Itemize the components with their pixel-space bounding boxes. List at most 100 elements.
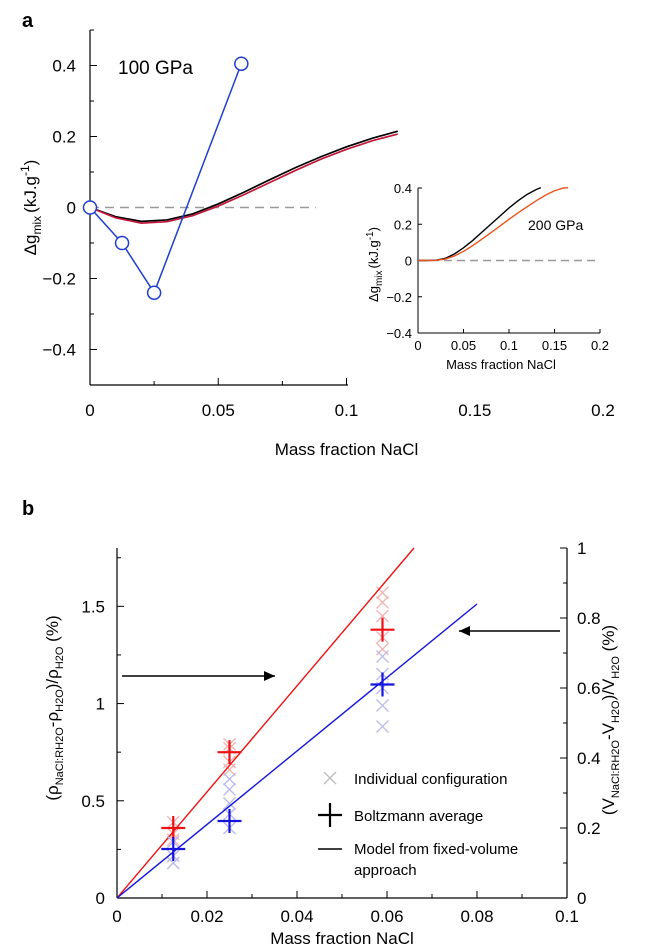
inset-y-tick-label: 0.4	[394, 181, 412, 196]
data-point	[234, 56, 249, 71]
right-y-tick-label: 0.8	[577, 609, 601, 628]
y-label-main: Δg	[21, 235, 40, 256]
left-y-label-part: )/ρ	[43, 669, 62, 689]
inset-x-tick-label: 0.05	[451, 338, 476, 353]
individual-config-marker	[376, 609, 389, 623]
inset-y-label-main: Δg	[366, 286, 381, 302]
x-tick-label: 0.1	[555, 907, 579, 926]
y-label-close: )	[21, 160, 40, 166]
right-y-label-sub: NaCl:RH2O	[610, 740, 622, 799]
right-y-label-sub: H2O	[610, 700, 622, 723]
inset-y-label-sub: mix	[374, 270, 385, 286]
inset-background	[348, 176, 614, 391]
inset-y-axis-label: Δgmix (kJ.g-1)	[365, 227, 385, 302]
y-tick-label: 0.4	[52, 57, 76, 76]
inset-x-tick-label: 0.15	[542, 338, 567, 353]
legend-individual-label: Individual configuration	[354, 771, 507, 788]
series-line-black	[89, 130, 399, 223]
inset-x-tick-label: 0.2	[591, 338, 609, 353]
inset-y-tick-label: −0.2	[386, 290, 412, 305]
arrow-to-right-axis-head	[459, 626, 470, 636]
y-tick-label: −0.2	[42, 270, 76, 289]
inset-y-label-exp: -1	[365, 231, 376, 240]
x-tick-label: 0.15	[458, 401, 491, 420]
inset-series-line-orange	[418, 186, 569, 262]
chart-b: 0 0.5 1 1.5 0 0.2 0.4 0.6 0.8 1 0 0.02 0.04 0.06 0.08 0…	[43, 539, 622, 948]
chart-a-inset: −0.4 −0.2 0 0.2 0.4 0 0.05 0.1 0.15 0.2 Mass fract…	[348, 176, 614, 391]
left-y-tick-label: 1	[96, 695, 105, 714]
chart-a-main: −0.4 −0.2 0 0.2 0.4 0 0.05 0.1 0.15 0.2 Mass fract…	[18, 29, 615, 459]
y-label-sub: mix	[30, 216, 44, 235]
x-tick-label: 0.06	[370, 907, 403, 926]
left-y-label-part: (ρ	[43, 785, 62, 800]
x-axis-label: Mass fraction NaCl	[270, 929, 414, 948]
inset-x-tick-label: 0.1	[500, 338, 518, 353]
individual-config-marker	[376, 650, 389, 663]
pressure-annotation: 100 GPa	[118, 58, 193, 79]
individual-config-marker	[376, 586, 389, 600]
left-y-label-sub: NaCl:RH2O	[54, 727, 66, 786]
right-y-tick-label: 1	[577, 539, 586, 558]
left-y-label-part: (%)	[43, 615, 62, 646]
left-y-label-part: -ρ	[43, 712, 62, 727]
legend-model-label-cont: approach	[354, 862, 417, 879]
panel-a-label: a	[22, 10, 34, 32]
right-y-label-part: )/V	[599, 678, 618, 700]
series-line-red	[89, 133, 399, 224]
left-y-tick-label: 1.5	[81, 597, 105, 616]
data-point	[146, 285, 162, 300]
y-tick-label: 0	[67, 199, 76, 218]
x-tick-label: 0	[112, 907, 121, 926]
left-y-tick-label: 0.5	[81, 792, 105, 811]
individual-config-marker	[166, 856, 180, 870]
right-y-label-sub: H2O	[610, 656, 622, 679]
data-point	[114, 235, 130, 251]
y-label-unit: (kJ.g	[21, 176, 40, 213]
arrow-to-left-axis-head	[264, 671, 275, 681]
x-tick-label: 0.05	[202, 401, 235, 420]
right-y-tick-label: 0.2	[577, 819, 601, 838]
x-tick-label: 0	[85, 401, 94, 420]
individual-config-marker	[376, 720, 389, 733]
right-y-tick-label: 0.4	[577, 749, 601, 768]
right-y-label-part: -V	[599, 722, 618, 740]
left-y-axis-label: (ρNaCl:RH2O-ρH2O)/ρH2O (%)	[43, 615, 66, 800]
individual-config-marker	[223, 797, 236, 810]
inset-y-tick-label: −0.4	[386, 326, 412, 341]
x-tick-label: 0.08	[460, 907, 493, 926]
right-y-tick-label: 0	[577, 889, 586, 908]
legend-model-label: Model from fixed-volume	[354, 841, 518, 858]
right-y-tick-label: 0.6	[577, 679, 601, 698]
inset-y-tick-label: 0	[405, 254, 412, 269]
x-tick-label: 0.04	[280, 907, 313, 926]
legend-individual-marker	[323, 771, 337, 785]
individual-config-marker	[376, 699, 389, 712]
x-tick-label: 0.1	[335, 401, 359, 420]
left-y-label-sub: H2O	[54, 689, 66, 712]
individual-config-marker	[223, 783, 236, 796]
inset-y-tick-label: 0.2	[394, 217, 412, 232]
panel-b-label: b	[22, 498, 34, 520]
x-tick-label: 0.02	[190, 907, 223, 926]
y-label-exp: -1	[18, 165, 32, 176]
x-tick-label: 0.2	[591, 401, 615, 420]
right-y-axis-label: (VNaCl:RH2O-VH2O)/VH2O (%)	[599, 625, 622, 815]
series-line-blue	[89, 63, 243, 295]
y-tick-label: −0.4	[42, 341, 76, 360]
y-axis-label: Δgmix (kJ.g-1)	[18, 160, 44, 256]
individual-config-marker	[376, 595, 389, 609]
inset-x-tick-label: 0	[414, 338, 421, 353]
model-line-red	[116, 547, 415, 899]
right-y-label-part: (V	[599, 797, 618, 815]
inset-x-axis-label: Mass fraction NaCl	[446, 357, 556, 372]
left-y-label-sub: H2O	[54, 646, 66, 669]
right-y-label-part: (%)	[599, 625, 618, 656]
inset-y-label-close: )	[366, 227, 381, 231]
inset-pressure-annotation: 200 GPa	[528, 217, 583, 233]
individual-config-marker	[223, 772, 236, 786]
left-y-tick-label: 0	[96, 889, 105, 908]
data-point	[82, 200, 98, 215]
inset-y-label-unit: (kJ.g	[366, 240, 381, 268]
legend-boltzmann-label: Boltzmann average	[354, 808, 483, 825]
